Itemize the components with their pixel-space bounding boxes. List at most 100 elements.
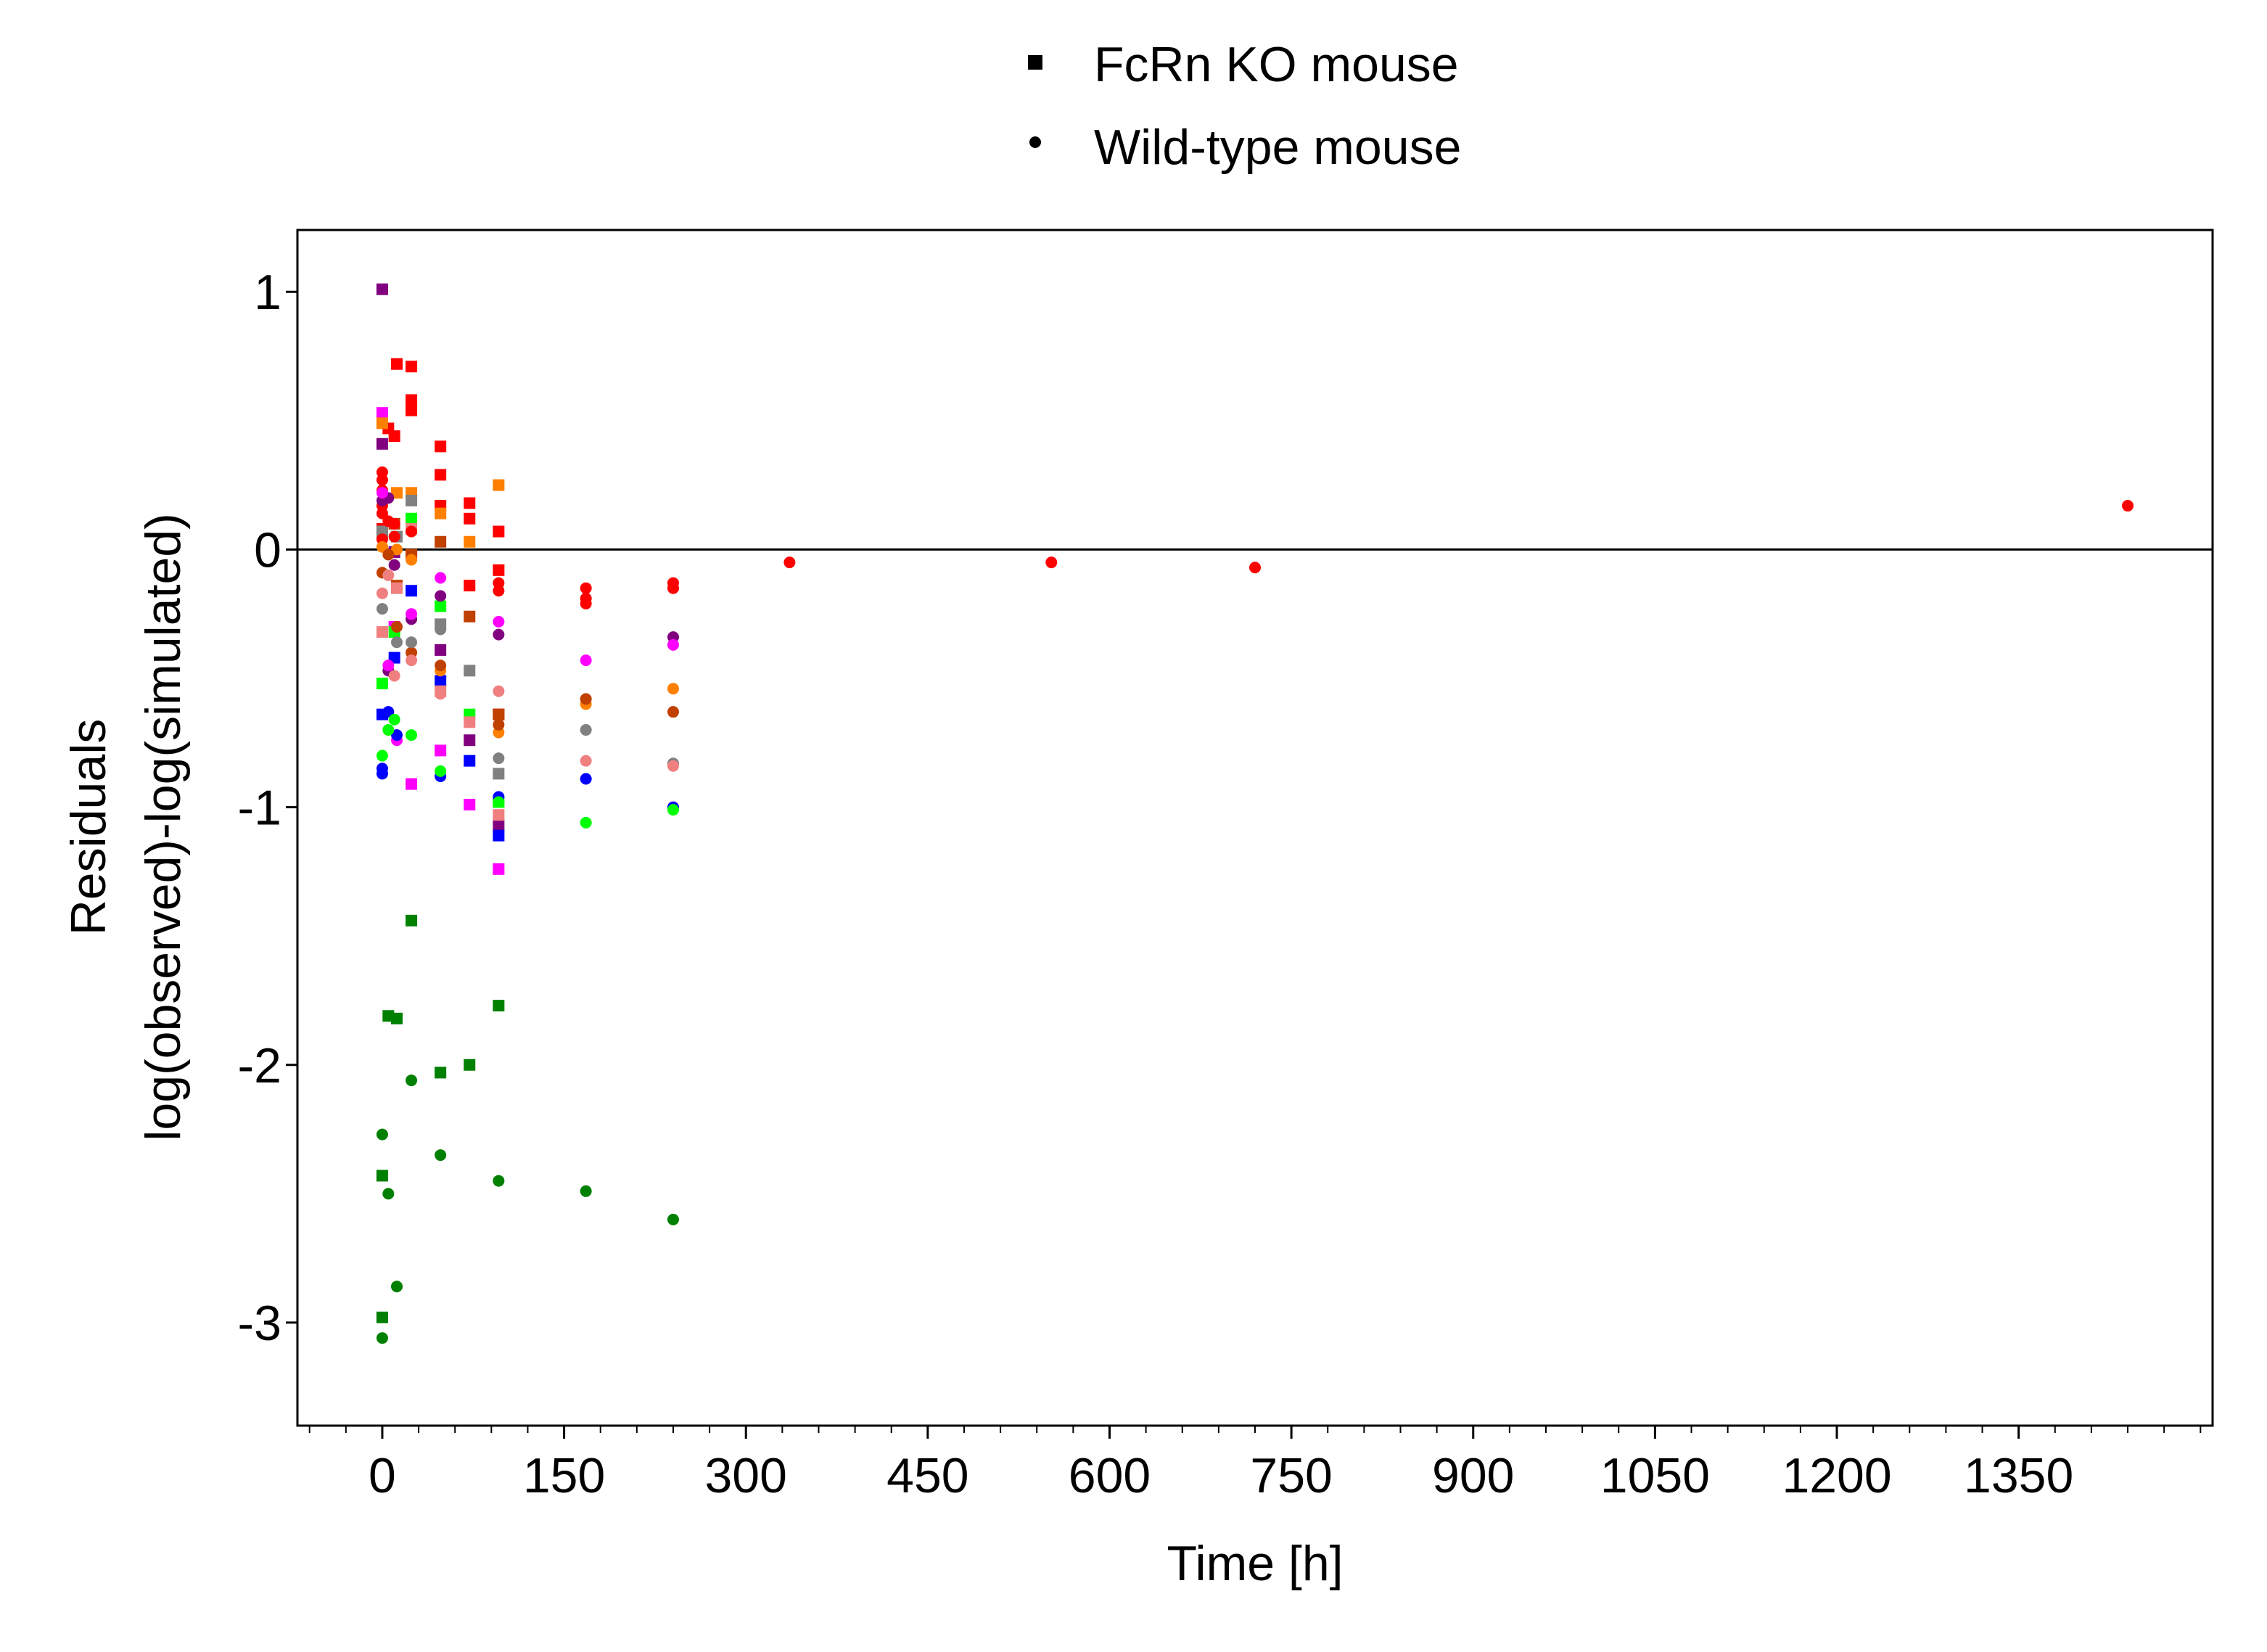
data-point-circle bbox=[580, 773, 592, 785]
data-point-square bbox=[376, 407, 388, 419]
data-point-circle bbox=[580, 1185, 592, 1197]
data-point-square bbox=[464, 580, 476, 592]
data-point-circle bbox=[667, 1213, 679, 1225]
data-point-circle bbox=[388, 713, 400, 726]
data-point-circle bbox=[376, 1128, 388, 1141]
x-tick-label: 1200 bbox=[1782, 1448, 1891, 1503]
x-tick-label: 900 bbox=[1432, 1448, 1514, 1503]
y-tick-label: -3 bbox=[238, 1296, 281, 1351]
data-point-circle bbox=[2122, 500, 2134, 512]
x-tick-label: 300 bbox=[704, 1448, 786, 1503]
y-tick-label: -1 bbox=[238, 781, 281, 836]
data-point-square bbox=[406, 494, 418, 506]
x-tick-label: 450 bbox=[886, 1448, 968, 1503]
data-point-circle bbox=[667, 582, 679, 594]
data-point-square bbox=[464, 755, 476, 767]
data-point-square bbox=[493, 1000, 505, 1012]
y-tick-label: 0 bbox=[254, 522, 281, 578]
data-point-square bbox=[406, 914, 418, 926]
data-point-circle bbox=[1249, 562, 1261, 574]
data-point-square bbox=[376, 1170, 388, 1182]
data-point-circle bbox=[406, 654, 418, 667]
data-point-circle bbox=[376, 749, 388, 762]
data-point-square bbox=[464, 734, 476, 747]
data-point-square bbox=[435, 600, 447, 612]
legend-marker-circle bbox=[1029, 136, 1041, 148]
data-point-square bbox=[406, 404, 418, 416]
data-point-square bbox=[406, 585, 418, 597]
data-point-square bbox=[376, 678, 388, 690]
data-point-circle bbox=[435, 572, 447, 584]
legend-label-wild-type: Wild-type mouse bbox=[1094, 120, 1461, 175]
data-point-circle bbox=[435, 590, 447, 602]
data-point-circle bbox=[435, 1149, 447, 1162]
data-point-circle bbox=[580, 654, 592, 667]
data-point-square bbox=[464, 535, 476, 548]
data-point-circle bbox=[493, 1175, 505, 1187]
data-point-circle bbox=[376, 474, 388, 486]
data-point-square bbox=[493, 564, 505, 576]
x-tick-label: 1050 bbox=[1600, 1448, 1710, 1503]
data-point-square bbox=[391, 1012, 403, 1024]
data-point-circle bbox=[493, 685, 505, 697]
y-axis-title: Residuals log(observed)-log(simulated) bbox=[61, 513, 191, 1141]
data-point-circle bbox=[493, 615, 505, 628]
data-point-square bbox=[388, 430, 400, 443]
x-axis: 0 150 300 450 600 750 900 1050 1200 1350 bbox=[308, 1426, 2202, 1503]
y-tick-label: -2 bbox=[238, 1038, 281, 1093]
data-point-circle bbox=[391, 729, 403, 741]
data-point-circle bbox=[391, 620, 403, 633]
data-point-square bbox=[435, 675, 447, 687]
data-point-square bbox=[493, 768, 505, 780]
data-point-square bbox=[493, 479, 505, 491]
data-point-circle bbox=[493, 628, 505, 641]
data-point-square bbox=[435, 507, 447, 519]
data-point-circle bbox=[376, 1332, 388, 1344]
data-point-square bbox=[464, 1059, 476, 1071]
data-points bbox=[376, 283, 2134, 1344]
x-tick-label: 150 bbox=[523, 1448, 605, 1503]
data-point-circle bbox=[391, 543, 403, 556]
data-point-circle bbox=[580, 724, 592, 736]
y-axis-title-line2: log(observed)-log(simulated) bbox=[136, 513, 191, 1141]
data-point-square bbox=[406, 778, 418, 790]
data-point-circle bbox=[406, 525, 418, 538]
data-point-square bbox=[376, 417, 388, 430]
data-point-circle bbox=[435, 688, 447, 700]
data-point-circle bbox=[580, 755, 592, 767]
data-point-circle bbox=[493, 796, 505, 808]
data-point-square bbox=[464, 512, 476, 525]
data-point-circle bbox=[783, 556, 796, 569]
data-point-square bbox=[435, 469, 447, 481]
data-point-circle bbox=[406, 554, 418, 566]
data-point-circle bbox=[667, 804, 679, 816]
data-point-circle bbox=[580, 582, 592, 594]
data-point-square bbox=[493, 863, 505, 875]
data-point-square bbox=[493, 819, 505, 831]
data-point-circle bbox=[580, 693, 592, 705]
x-axis-title: Time [h] bbox=[1167, 1536, 1343, 1591]
data-point-circle bbox=[493, 752, 505, 765]
data-point-circle bbox=[376, 487, 388, 499]
legend-label-fcrn-ko: FcRn KO mouse bbox=[1094, 37, 1459, 92]
data-point-square bbox=[391, 358, 403, 370]
data-point-circle bbox=[406, 729, 418, 741]
data-point-circle bbox=[391, 1281, 403, 1293]
data-point-square bbox=[406, 361, 418, 373]
data-point-square bbox=[376, 283, 388, 295]
data-point-square bbox=[391, 487, 403, 499]
data-point-square bbox=[435, 1067, 447, 1079]
data-point-square bbox=[435, 744, 447, 757]
data-point-circle bbox=[376, 768, 388, 780]
data-point-square bbox=[406, 512, 418, 525]
data-point-square bbox=[406, 394, 418, 406]
legend: FcRn KO mouse Wild-type mouse bbox=[1028, 37, 1461, 175]
data-point-circle bbox=[493, 585, 505, 597]
data-point-circle bbox=[406, 636, 418, 649]
data-point-circle bbox=[406, 1074, 418, 1087]
data-point-circle bbox=[376, 587, 388, 599]
data-point-square bbox=[435, 535, 447, 548]
data-point-square bbox=[493, 525, 505, 538]
